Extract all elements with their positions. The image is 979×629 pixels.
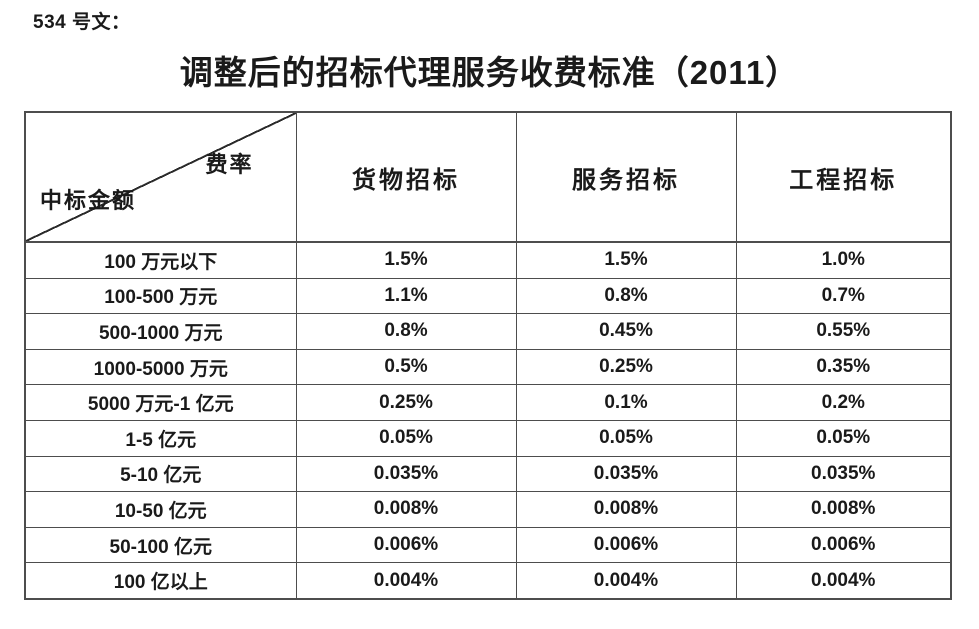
- rate-value-cell: 0.25%: [295, 384, 517, 421]
- rate-value-cell: 0.05%: [735, 419, 952, 457]
- rate-value-cell: 0.006%: [735, 526, 952, 564]
- row-label-amount-range: 10-50 亿元: [24, 491, 297, 528]
- rate-value-cell: 0.7%: [735, 277, 952, 315]
- corner-label-rate: 费率: [205, 152, 254, 177]
- table-row: 1000-5000 万元 0.5% 0.25% 0.35%: [24, 348, 952, 386]
- row-label-amount-range: 5-10 亿元: [24, 455, 297, 493]
- rate-value-cell: 0.8%: [515, 277, 737, 315]
- rate-value-cell: 0.006%: [515, 526, 737, 564]
- rate-value-cell: 0.035%: [295, 455, 517, 493]
- rate-value-cell: 1.0%: [735, 241, 952, 279]
- rate-value-cell: 0.55%: [735, 313, 952, 350]
- table-row: 100-500 万元 1.1% 0.8% 0.7%: [24, 277, 952, 315]
- column-header-goods: 货物招标: [295, 111, 517, 243]
- rate-value-cell: 0.05%: [515, 419, 737, 457]
- rate-value-cell: 0.8%: [295, 313, 517, 350]
- row-label-amount-range: 500-1000 万元: [24, 313, 297, 350]
- rate-value-cell: 0.25%: [515, 348, 737, 386]
- rate-value-cell: 0.2%: [735, 384, 952, 421]
- rate-value-cell: 1.5%: [295, 241, 517, 279]
- rate-value-cell: 0.008%: [295, 491, 517, 528]
- table-row: 5-10 亿元 0.035% 0.035% 0.035%: [24, 455, 952, 493]
- row-label-amount-range: 100 万元以下: [24, 241, 297, 279]
- rate-value-cell: 0.008%: [735, 491, 952, 528]
- corner-cell: 费率 中标金额: [24, 111, 297, 243]
- rate-value-cell: 0.05%: [295, 419, 517, 457]
- rate-value-cell: 0.1%: [515, 384, 737, 421]
- table-row: 50-100 亿元 0.006% 0.006% 0.006%: [24, 526, 952, 564]
- row-label-amount-range: 5000 万元-1 亿元: [24, 384, 297, 421]
- rate-value-cell: 0.004%: [295, 562, 517, 600]
- column-header-engineering: 工程招标: [735, 111, 952, 243]
- row-label-amount-range: 1000-5000 万元: [24, 348, 297, 386]
- table-row: 100 亿以上 0.004% 0.004% 0.004%: [24, 562, 952, 600]
- rate-value-cell: 0.008%: [515, 491, 737, 528]
- table-row: 100 万元以下 1.5% 1.5% 1.0%: [24, 241, 952, 279]
- column-header-services: 服务招标: [515, 111, 737, 243]
- rate-value-cell: 0.004%: [735, 562, 952, 600]
- rate-value-cell: 0.004%: [515, 562, 737, 600]
- row-label-amount-range: 100 亿以上: [24, 562, 297, 600]
- header-row: 费率 中标金额 货物招标 服务招标 工程招标: [24, 111, 952, 243]
- page-title: 调整后的招标代理服务收费标准（2011）: [179, 54, 800, 91]
- rate-value-cell: 0.45%: [515, 313, 737, 350]
- table-row: 500-1000 万元 0.8% 0.45% 0.55%: [24, 313, 952, 350]
- rate-value-cell: 1.5%: [515, 241, 737, 279]
- table-row: 1-5 亿元 0.05% 0.05% 0.05%: [24, 419, 952, 457]
- row-label-amount-range: 1-5 亿元: [24, 419, 297, 457]
- doc-ref-label: 534 号文：: [33, 12, 131, 33]
- rate-value-cell: 0.006%: [295, 526, 517, 564]
- rate-value-cell: 0.035%: [735, 455, 952, 493]
- table-body: 100 万元以下 1.5% 1.5% 1.0% 100-500 万元 1.1% 0.8% 0.…: [24, 241, 952, 600]
- rate-value-cell: 0.5%: [295, 348, 517, 386]
- table-row: 5000 万元-1 亿元 0.25% 0.1% 0.2%: [24, 384, 952, 421]
- rate-value-cell: 0.35%: [735, 348, 952, 386]
- row-label-amount-range: 50-100 亿元: [24, 526, 297, 564]
- corner-label-amount: 中标金额: [40, 188, 137, 213]
- fee-rate-table: 费率 中标金额 货物招标 服务招标 工程招标 100 万元以下 1.5% 1.5% 1…: [24, 111, 952, 600]
- rate-value-cell: 0.035%: [515, 455, 737, 493]
- row-label-amount-range: 100-500 万元: [24, 277, 297, 315]
- table-row: 10-50 亿元 0.008% 0.008% 0.008%: [24, 491, 952, 528]
- rate-value-cell: 1.1%: [295, 277, 517, 315]
